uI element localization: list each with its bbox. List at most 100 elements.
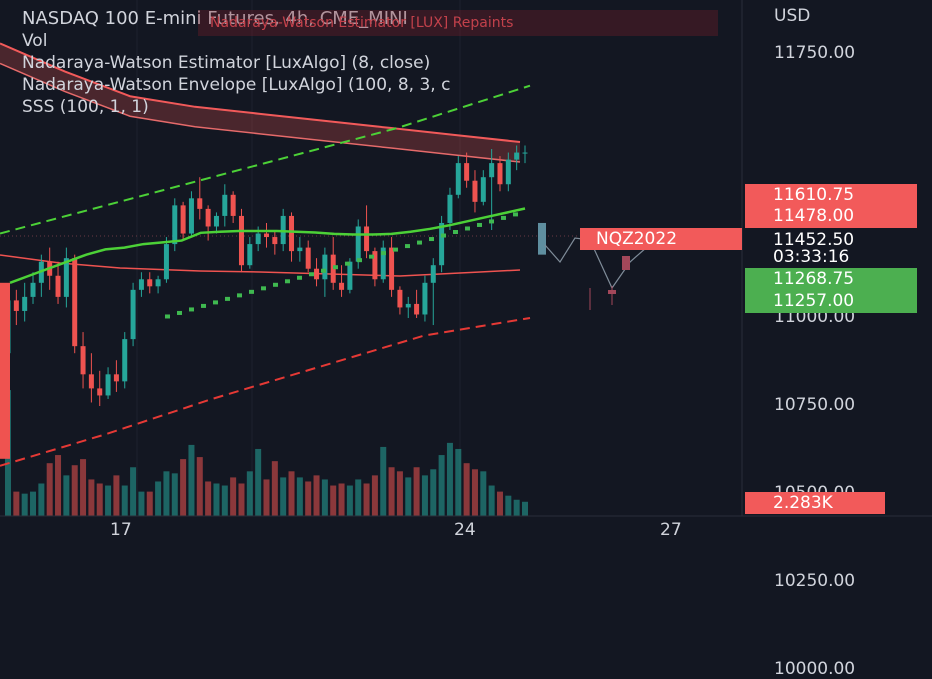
candle-body (339, 282, 345, 290)
support-dot (405, 244, 410, 249)
price-tick: 10000.00 (774, 659, 856, 679)
price-tag: 03:33:16 (745, 246, 917, 269)
candle-body (480, 177, 486, 202)
candle-body (472, 180, 478, 202)
symbol-tag: NQZ2022 (580, 228, 742, 250)
price-tag: 11610.75 (745, 184, 917, 207)
candle-body (397, 289, 403, 308)
candle-body (422, 282, 428, 315)
volume-bar (71, 465, 78, 516)
volume-bar (205, 481, 212, 516)
volume-bar (421, 475, 428, 516)
candle-body (130, 289, 136, 340)
support-dot (177, 310, 182, 315)
candle-body (247, 244, 253, 266)
volume-bar (171, 473, 178, 516)
volume-bar (105, 485, 112, 516)
envelope-inner-line (0, 62, 521, 163)
volume-bar (313, 475, 320, 516)
repaint-warning: Nadaraya-Watson Estimator [LUX] Repaints (198, 10, 718, 36)
volume-bar (455, 448, 462, 516)
volume-bar (271, 461, 278, 516)
support-dot (513, 212, 518, 217)
candle-body (147, 279, 153, 287)
price-tick: 10250.00 (774, 571, 856, 591)
volume-bar (413, 467, 420, 516)
volume-bar (230, 477, 237, 516)
volume-bar (255, 448, 262, 516)
support-dot (501, 215, 506, 220)
dashed-lower-line (0, 317, 531, 467)
volume-bar (488, 485, 495, 516)
volume-bar (446, 442, 453, 516)
volume-bar (121, 485, 128, 516)
legend-sss[interactable]: SSS (100, 1, 1) (22, 97, 149, 117)
candle-body (430, 265, 436, 283)
candle-body (464, 163, 470, 181)
candle-body (280, 215, 286, 245)
support-dot (393, 247, 398, 252)
volume-bar (371, 475, 378, 516)
candle-body (380, 247, 386, 280)
support-dot (333, 265, 338, 270)
candle-body (364, 226, 370, 252)
candle-body (255, 233, 261, 245)
candle-body (372, 251, 378, 280)
candle-body (405, 303, 411, 308)
candle-body (514, 152, 520, 160)
volume-bar (280, 477, 287, 516)
candle-body (72, 258, 78, 347)
volume-bar (180, 459, 187, 516)
legend-volume[interactable]: Vol (22, 31, 48, 51)
candle-body (205, 208, 211, 227)
legend-envelope[interactable]: Nadaraya-Watson Envelope [LuxAlgo] (100,… (22, 75, 451, 95)
candle-body (305, 247, 311, 269)
support-dot (165, 314, 170, 319)
candle-body (0, 282, 10, 459)
candle-body (230, 194, 236, 216)
support-dot (417, 240, 422, 245)
candle-body (522, 152, 528, 154)
price-tick: 10750.00 (774, 395, 856, 415)
volume-bar (96, 483, 103, 516)
volume-bar (246, 471, 253, 516)
envelope-band (0, 42, 521, 277)
candle-body (180, 205, 186, 234)
candle-body (113, 374, 119, 382)
volume-bar (38, 483, 45, 516)
legend-title[interactable]: NASDAQ 100 E-mini Futures, 4h, CME_MINI (22, 8, 408, 29)
candle-body (163, 244, 169, 280)
dashed-upper-line (0, 84, 531, 235)
volume-bar (80, 459, 87, 516)
volume-bar (238, 483, 245, 516)
volume-bar (63, 475, 70, 516)
volume-tag: 2.283K (745, 492, 885, 514)
support-dot (489, 219, 494, 224)
volume-bar (113, 475, 120, 516)
candle-body (188, 198, 194, 234)
volume-bar (496, 491, 503, 516)
volume-bar (513, 499, 520, 516)
candle-body (455, 163, 461, 195)
time-tick-27: 27 (660, 520, 682, 540)
support-dot (249, 289, 254, 294)
candle-body (297, 247, 303, 252)
legend-estimator[interactable]: Nadaraya-Watson Estimator [LuxAlgo] (8, … (22, 53, 431, 73)
support-dot (189, 307, 194, 312)
volume-bar (46, 463, 53, 516)
candle-body (222, 194, 228, 216)
support-dot (465, 226, 470, 231)
volume-bar (138, 491, 145, 516)
volume-bar (21, 493, 28, 516)
volume-bar (130, 467, 137, 516)
support-dot (213, 300, 218, 305)
support-dot (201, 303, 206, 308)
volume-bars (5, 390, 528, 516)
price-tag: 11268.75 (745, 268, 917, 291)
volume-bar (355, 479, 362, 516)
price-tag: 11257.00 (745, 290, 917, 313)
volume-bar (405, 477, 412, 516)
candle-body (414, 303, 420, 315)
support-dot (345, 261, 350, 266)
support-dot (297, 275, 302, 280)
